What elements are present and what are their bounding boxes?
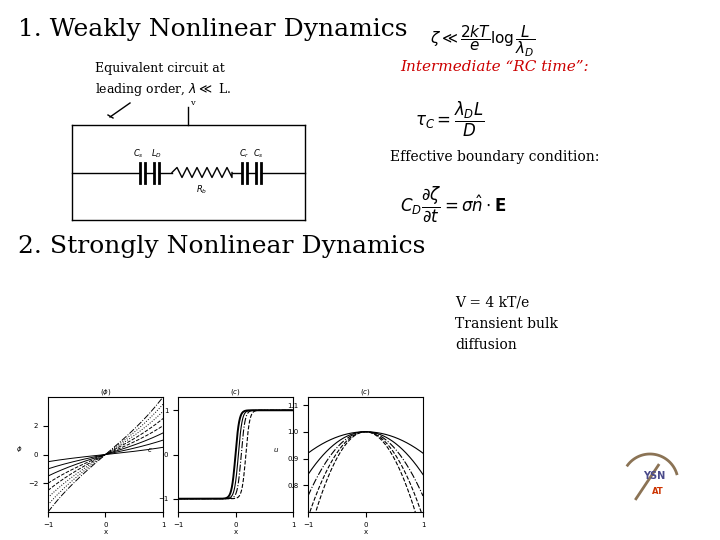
X-axis label: x: x (233, 529, 238, 535)
Text: V = 4 kT/e
Transient bulk
diffusion: V = 4 kT/e Transient bulk diffusion (455, 295, 558, 353)
Text: 1. Weakly Nonlinear Dynamics: 1. Weakly Nonlinear Dynamics (18, 18, 408, 41)
Title: $(c)$: $(c)$ (230, 387, 241, 397)
Text: AT: AT (652, 488, 664, 496)
Text: YSN: YSN (643, 471, 665, 481)
Text: $\zeta \ll \dfrac{2kT}{e} \log \dfrac{L}{\lambda_D}$: $\zeta \ll \dfrac{2kT}{e} \log \dfrac{L}… (430, 24, 536, 59)
Text: v: v (190, 99, 194, 107)
Text: $\tau_C = \dfrac{\lambda_D L}{D}$: $\tau_C = \dfrac{\lambda_D L}{D}$ (415, 100, 485, 139)
Title: $(\phi)$: $(\phi)$ (100, 387, 112, 397)
Text: $L_D$: $L_D$ (150, 147, 161, 159)
X-axis label: x: x (104, 529, 107, 535)
Text: $C_s$: $C_s$ (253, 147, 264, 159)
Title: $(c)$: $(c)$ (360, 387, 371, 397)
Text: $R_b$: $R_b$ (197, 184, 207, 196)
Text: $C_D \dfrac{\partial \zeta}{\partial t} = \sigma \hat{n} \cdot \mathbf{E}$: $C_D \dfrac{\partial \zeta}{\partial t} … (400, 185, 506, 224)
Y-axis label: $\phi$: $\phi$ (17, 444, 23, 455)
Text: $C_r$: $C_r$ (239, 147, 249, 159)
Text: 2. Strongly Nonlinear Dynamics: 2. Strongly Nonlinear Dynamics (18, 235, 426, 258)
Y-axis label: $u$: $u$ (273, 447, 279, 455)
Text: Intermediate “RC time”:: Intermediate “RC time”: (400, 60, 589, 74)
Text: $C_s$: $C_s$ (132, 147, 143, 159)
X-axis label: x: x (364, 529, 368, 535)
Y-axis label: $c$: $c$ (147, 447, 153, 455)
Text: Equivalent circuit at
leading order, $\lambda \ll$ L.: Equivalent circuit at leading order, $\l… (95, 62, 231, 98)
Text: Effective boundary condition:: Effective boundary condition: (390, 150, 599, 164)
